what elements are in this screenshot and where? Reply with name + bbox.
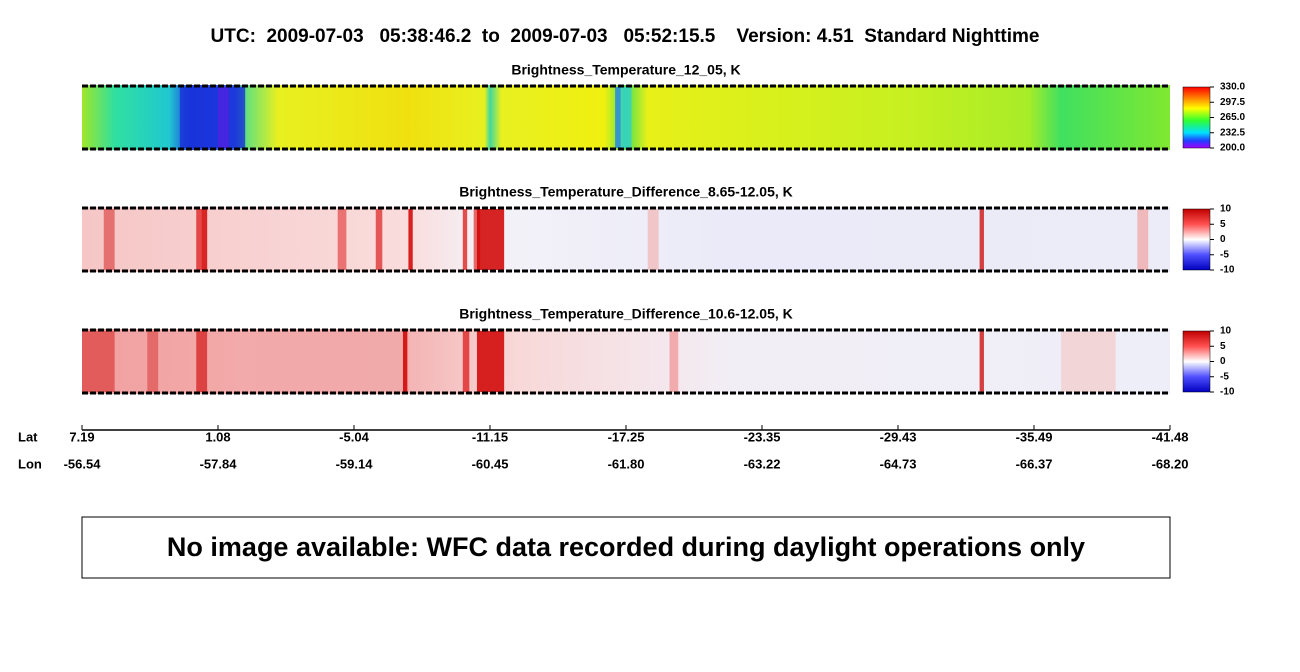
- colorbar-tick-label: -5: [1220, 249, 1229, 260]
- colorbar-tick-label: 232.5: [1220, 127, 1245, 138]
- image-streak: [1137, 209, 1149, 270]
- image-streak: [669, 331, 679, 392]
- lon-tick-label: -60.45: [472, 456, 509, 471]
- lon-tick-label: -61.80: [608, 456, 645, 471]
- colorbar-tick-label: 0: [1220, 234, 1226, 245]
- lat-tick-label: -11.15: [472, 429, 508, 444]
- image-streak: [476, 331, 505, 392]
- lat-label: Lat: [18, 429, 38, 444]
- lon-tick-label: -64.73: [880, 456, 917, 471]
- lat-tick-label: -17.25: [608, 429, 645, 444]
- image-streak: [256, 331, 409, 392]
- colorbar-tick-label: 200.0: [1220, 143, 1245, 154]
- colorbar: [1182, 208, 1211, 271]
- image-streak: [337, 209, 347, 270]
- colorbar: [1182, 86, 1211, 149]
- lat-tick-label: 7.19: [69, 429, 94, 444]
- image-streak: [196, 331, 208, 392]
- image-strip: [82, 207, 1170, 272]
- colorbar-tick-label: 0: [1220, 356, 1226, 367]
- image-streak: [179, 87, 246, 148]
- image-streak: [476, 209, 505, 270]
- lat-tick-label: -29.43: [880, 429, 917, 444]
- lat-tick-label: -41.48: [1152, 429, 1189, 444]
- image-streak: [1061, 331, 1116, 392]
- image-streak: [979, 209, 984, 270]
- title: UTC: 2009-07-03 05:38:46.2 to 2009-07-03…: [211, 26, 1040, 47]
- colorbar: [1182, 330, 1211, 393]
- colorbar-tick-label: 10: [1220, 204, 1232, 215]
- colorbar-tick-label: 5: [1220, 219, 1226, 230]
- lon-tick-label: -59.14: [336, 456, 374, 471]
- image-streak: [462, 209, 468, 270]
- image-streak: [103, 209, 115, 270]
- message: No image available: WFC data recorded du…: [167, 532, 1085, 562]
- colorbar-tick-label: 330.0: [1220, 82, 1245, 93]
- lat-tick-label: -5.04: [339, 429, 369, 444]
- image-streak: [979, 331, 984, 392]
- image-streak: [375, 209, 383, 270]
- colorbar-tick-label: -10: [1220, 387, 1235, 398]
- image-streak: [408, 209, 413, 270]
- lon-tick-label: -68.20: [1152, 456, 1189, 471]
- message-box: [81, 516, 1171, 579]
- image-streak: [218, 87, 229, 148]
- colorbar-tick-label: 10: [1220, 326, 1232, 337]
- image-strip: [82, 329, 1170, 394]
- colorbar-tick-label: -10: [1220, 265, 1235, 276]
- image-streak: [82, 331, 115, 392]
- image-streak: [620, 87, 632, 148]
- image-streak: [402, 331, 408, 392]
- colorbar-tick-label: -5: [1220, 371, 1229, 382]
- panel-title: Brightness_Temperature_12_05, K: [511, 62, 740, 78]
- colorbar-tick-label: 265.0: [1220, 112, 1245, 123]
- panel-title: Brightness_Temperature_Difference_8.65-1…: [459, 184, 793, 200]
- image-streak: [615, 87, 621, 148]
- lon-tick-label: -56.54: [64, 456, 102, 471]
- colorbar-tick-label: 5: [1220, 341, 1226, 352]
- image-streak: [147, 331, 159, 392]
- lon-label: Lon: [18, 456, 42, 471]
- lat-tick-label: 1.08: [205, 429, 230, 444]
- image-streak: [201, 209, 208, 270]
- image-streak: [462, 331, 470, 392]
- lon-tick-label: -57.84: [200, 456, 238, 471]
- colorbar-tick-label: 297.5: [1220, 97, 1245, 108]
- image-streak: [647, 209, 659, 270]
- panel-title: Brightness_Temperature_Difference_10.6-1…: [459, 306, 793, 322]
- lat-tick-label: -23.35: [744, 429, 781, 444]
- lon-tick-label: -66.37: [1016, 456, 1053, 471]
- lat-tick-label: -35.49: [1016, 429, 1053, 444]
- lon-tick-label: -63.22: [744, 456, 781, 471]
